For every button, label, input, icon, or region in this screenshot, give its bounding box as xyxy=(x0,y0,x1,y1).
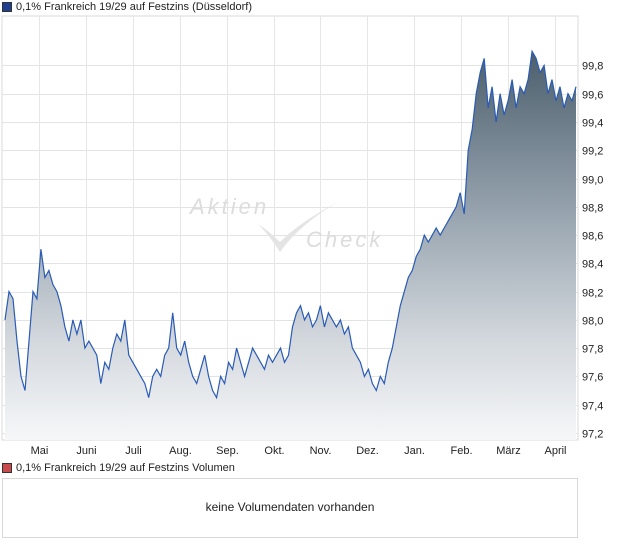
y-tick-label: 99,0 xyxy=(582,175,603,187)
y-tick-label: 98,6 xyxy=(582,231,603,243)
y-tick-label: 97,4 xyxy=(582,401,603,413)
y-tick-label: 97,2 xyxy=(582,429,603,441)
watermark-check-mark xyxy=(258,202,338,252)
y-tick-label: 99,2 xyxy=(582,146,603,158)
x-tick-label: Nov. xyxy=(310,445,332,457)
y-tick-label: 98,2 xyxy=(582,288,603,300)
y-tick-label: 98,0 xyxy=(582,316,603,328)
x-tick-label: Feb. xyxy=(450,445,472,457)
x-tick-label: Mai xyxy=(31,445,49,457)
price-chart: 99,8 99,6 99,4 99,2 99,0 98,8 98,6 98,4 98,2 98,0… xyxy=(1,15,603,457)
price-legend: 0,1% Frankreich 19/29 auf Festzins (Düss… xyxy=(2,0,252,14)
volume-panel: keine Volumendaten vorhanden xyxy=(2,478,578,538)
x-tick-label: Okt. xyxy=(264,445,284,457)
volume-legend: 0,1% Frankreich 19/29 auf Festzins Volum… xyxy=(2,461,235,475)
x-tick-label: Juni xyxy=(76,445,96,457)
x-tick-label: Jan. xyxy=(404,445,425,457)
x-tick-label: Dez. xyxy=(356,445,379,457)
x-tick-label: Juli xyxy=(125,445,142,457)
y-tick-label: 99,4 xyxy=(582,118,603,130)
x-tick-label: Sep. xyxy=(216,445,239,457)
watermark-text-2: Check xyxy=(306,227,383,252)
volume-legend-label: 0,1% Frankreich 19/29 auf Festzins Volum… xyxy=(16,462,235,474)
y-tick-label: 99,6 xyxy=(582,90,603,102)
y-tick-label: 99,8 xyxy=(582,61,603,73)
price-area xyxy=(5,51,576,441)
y-tick-label: 97,8 xyxy=(582,344,603,356)
volume-legend-swatch xyxy=(2,463,12,473)
price-legend-swatch xyxy=(2,2,12,12)
x-tick-label: März xyxy=(496,445,520,457)
y-tick-label: 98,4 xyxy=(582,259,603,271)
price-line xyxy=(4,49,577,400)
watermark-text-1: Aktien xyxy=(188,194,269,219)
volume-message: keine Volumendaten vorhanden xyxy=(205,500,375,514)
x-tick-label: April xyxy=(544,445,566,457)
x-tick-label: Aug. xyxy=(169,445,192,457)
y-tick-label: 98,8 xyxy=(582,203,603,215)
price-legend-label: 0,1% Frankreich 19/29 auf Festzins (Düss… xyxy=(16,1,252,13)
y-tick-label: 97,6 xyxy=(582,372,603,384)
